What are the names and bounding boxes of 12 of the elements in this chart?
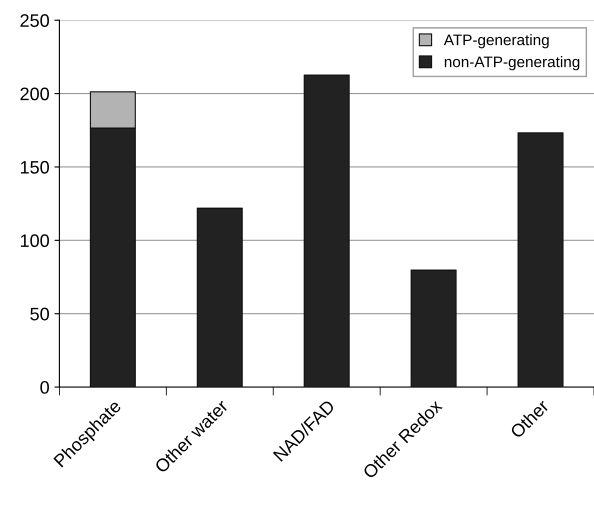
y-tick-label: 150	[20, 160, 49, 174]
y-tick-label: 200	[20, 88, 49, 100]
y-tick-label: 0	[40, 381, 49, 394]
y-tick-label: 100	[20, 234, 49, 248]
bar	[304, 74, 350, 388]
bar	[196, 208, 243, 388]
bar	[518, 132, 564, 388]
legend-label: non-ATP-generating	[444, 56, 580, 70]
legend-label: ATP-generating	[444, 34, 549, 48]
bar	[410, 270, 457, 388]
y-tick-label: 250	[20, 14, 49, 27]
y-tick-label: 50	[30, 308, 49, 320]
